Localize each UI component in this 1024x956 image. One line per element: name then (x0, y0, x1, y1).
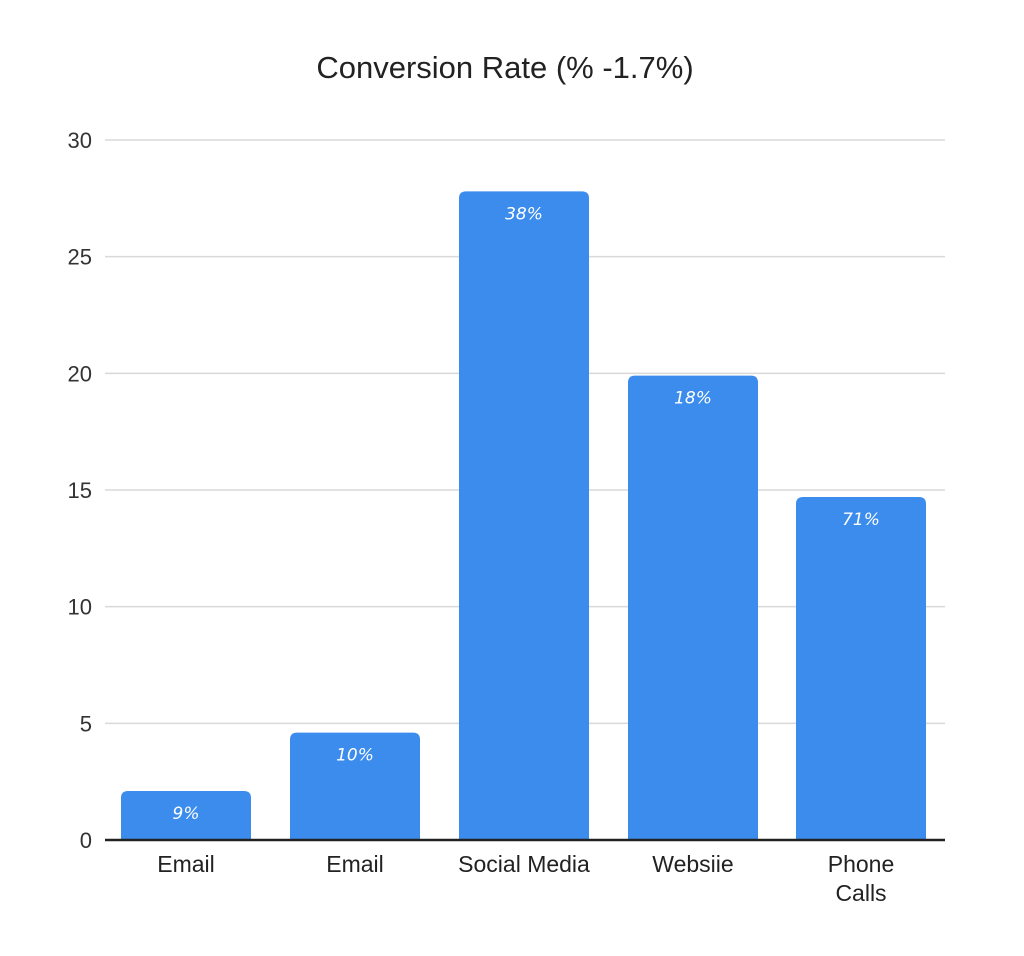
bar (121, 791, 251, 840)
bar-data-label: 9% (173, 804, 200, 824)
bar-data-label: 71% (842, 510, 880, 530)
y-tick-label: 15 (68, 478, 92, 503)
y-tick-label: 25 (68, 245, 92, 270)
x-tick-label: Websiie (652, 851, 733, 877)
bar-data-label: 38% (505, 204, 543, 224)
bar-data-label: 18% (674, 389, 712, 409)
bar (796, 497, 926, 840)
x-tick-label: Phone Calls (828, 851, 895, 906)
bar (628, 375, 758, 840)
chart-title: Conversion Rate (% -1.7%) (316, 50, 694, 85)
y-tick-label: 5 (80, 711, 92, 736)
y-tick-label: 0 (80, 828, 92, 853)
bar-data-label: 10% (336, 746, 374, 766)
y-tick-label: 10 (68, 595, 92, 620)
bar (459, 191, 589, 841)
x-tick-label: Email (326, 851, 384, 877)
x-tick-label: Social Media (458, 851, 590, 877)
y-tick-label: 30 (68, 128, 92, 153)
x-tick-label: Email (157, 851, 215, 877)
y-tick-label: 20 (68, 361, 92, 386)
bar (290, 732, 420, 840)
